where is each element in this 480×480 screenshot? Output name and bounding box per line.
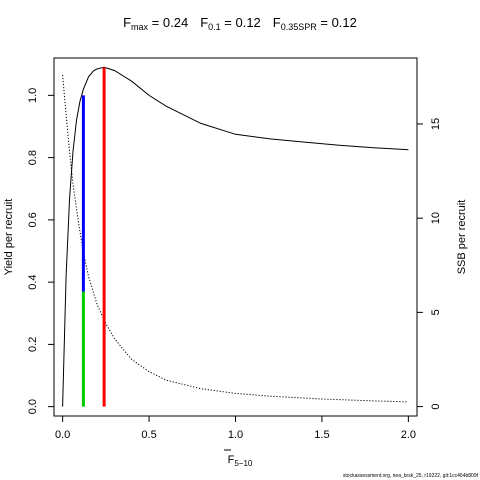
ssb-per-recruit-curve xyxy=(62,74,409,403)
x-tick-label: 1.5 xyxy=(314,429,329,441)
chart-marks xyxy=(62,66,409,407)
x-axis-title-sub: 5−10 xyxy=(234,459,253,468)
y2-tick-label: 10 xyxy=(430,212,442,224)
axis-ticks: 0.0 0.5 1.0 1.5 2.0 0.0 0.2 0.4 0.6 0.8 1.0 0 5 10 15 xyxy=(27,88,442,441)
title-f035-value: = 0.12 xyxy=(317,15,357,30)
y2-tick-label: 5 xyxy=(430,309,442,315)
title-f01-value: = 0.12 xyxy=(221,15,261,30)
y-tick-label: 0.8 xyxy=(27,150,39,165)
x-tick-label: 2.0 xyxy=(401,429,416,441)
yield-per-recruit-curve xyxy=(62,66,409,407)
x-tick-label: 0.0 xyxy=(55,429,70,441)
title-fmax-value: = 0.24 xyxy=(148,15,188,30)
y-tick-label: 1.0 xyxy=(27,88,39,103)
y-tick-label: 0.6 xyxy=(27,212,39,227)
x-axis-title-main: F xyxy=(228,454,235,466)
y2-tick-label: 15 xyxy=(430,118,442,130)
chart-title: Fmax = 0.24 F0.1 = 0.12 F0.35SPR = 0.12 xyxy=(123,15,357,32)
y2-axis-title: SSB per recruit xyxy=(456,200,468,275)
title-f01-sub: 0.1 xyxy=(208,22,221,32)
x-tick-label: 1.0 xyxy=(228,429,243,441)
y-tick-label: 0.0 xyxy=(27,399,39,414)
plot-frame xyxy=(53,57,418,417)
footer-source: stockassessment.org, nea_brsk_25, r19222… xyxy=(342,473,478,479)
y2-tick-label: 0 xyxy=(430,404,442,410)
y-tick-label: 0.4 xyxy=(27,274,39,289)
title-f035-label: F xyxy=(273,15,281,30)
title-fmax-sub: max xyxy=(131,22,149,32)
title-f01-label: F xyxy=(200,15,208,30)
x-axis-title: F5−10 xyxy=(228,454,253,468)
title-fmax-label: F xyxy=(123,15,131,30)
title-f035-sub: 0.35SPR xyxy=(281,22,318,32)
y-axis-title: Yield per recruit xyxy=(3,199,15,276)
x-tick-label: 0.5 xyxy=(141,429,156,441)
y-tick-label: 0.2 xyxy=(27,337,39,352)
